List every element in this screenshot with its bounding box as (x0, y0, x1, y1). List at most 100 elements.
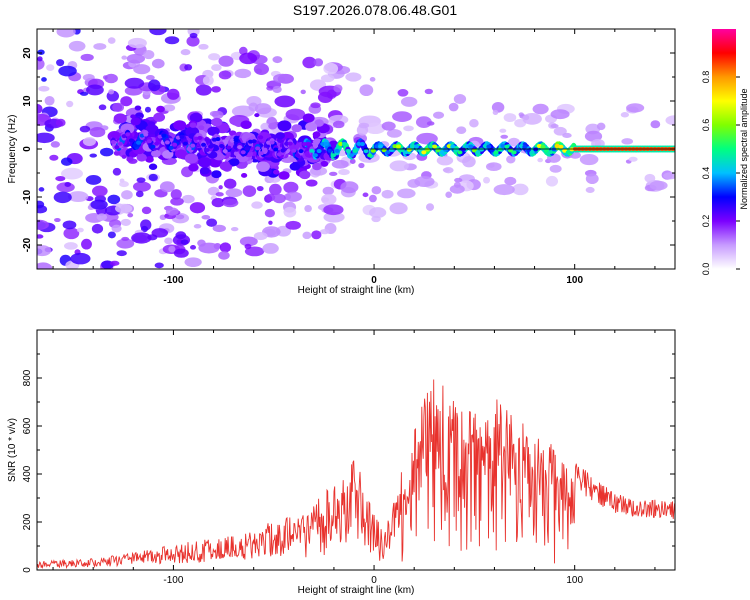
heatmap-cell (504, 144, 510, 149)
heatmap-cell (251, 201, 263, 209)
heatmap-cell (321, 193, 337, 206)
heatmap-cell (111, 132, 121, 140)
snr-x-axis-label: Height of straight line (km) (298, 585, 415, 596)
heatmap-cell (61, 167, 83, 180)
heatmap-cell (80, 53, 94, 62)
x-tick-label: 0 (371, 575, 377, 586)
heatmap-cell (493, 184, 515, 196)
heatmap-cell (38, 85, 50, 92)
heatmap-cell (320, 74, 335, 83)
heatmap-cell (283, 206, 297, 218)
heatmap-cell (141, 206, 152, 215)
heatmap-cell (457, 150, 463, 155)
heatmap-cell (56, 59, 65, 67)
heatmap-cell (112, 102, 125, 113)
heatmap-cell (287, 141, 293, 146)
heatmap-cell (522, 112, 542, 125)
heatmap-cell (540, 144, 546, 149)
heatmap-cell (424, 147, 430, 152)
heatmap-cell (110, 140, 116, 145)
heatmap-cell (596, 122, 606, 131)
heatmap-cell (233, 138, 239, 143)
heatmap-cell (58, 65, 77, 77)
y-tick-label: 200 (22, 513, 33, 530)
heatmap-cell (269, 183, 282, 196)
heatmap-cell (562, 132, 572, 139)
heatmap-cell (184, 153, 199, 164)
heatmap-cell (506, 155, 516, 164)
heatmap-cell (349, 158, 356, 164)
heatmap-cell (396, 144, 402, 149)
heatmap-cell (285, 191, 302, 202)
heatmap-cell (186, 35, 200, 47)
heatmap-cell (313, 58, 324, 67)
heatmap-cell (442, 167, 451, 173)
heatmap-cell (374, 144, 380, 149)
heatmap-cell (432, 144, 438, 149)
heatmap-cell (135, 190, 144, 198)
heatmap-cell (345, 72, 362, 82)
heatmap-cell (329, 171, 338, 176)
heatmap-cell (151, 149, 161, 158)
heatmap-cell (255, 146, 261, 151)
heatmap-cell (331, 153, 337, 158)
heatmap-cell (302, 56, 317, 69)
heatmap-cell (305, 141, 311, 146)
heatmap-cell (116, 238, 135, 249)
heatmap-cell (294, 153, 300, 158)
heatmap-cell (37, 132, 55, 144)
heatmap-cell (242, 185, 257, 197)
heatmap-cell (197, 135, 203, 140)
heatmap-cell (254, 103, 272, 115)
colorbar-gradient (712, 29, 736, 269)
heatmap-cell (112, 167, 122, 176)
spectrogram-y-axis-label: Frequency (Hz) (7, 115, 18, 184)
heatmap-cell (304, 204, 312, 213)
heatmap-cell (323, 141, 329, 146)
heatmap-cell (108, 89, 115, 95)
heatmap-cell (312, 162, 322, 171)
heatmap-cell (268, 122, 278, 130)
heatmap-cell (156, 105, 165, 113)
heatmap-cell (163, 104, 176, 112)
snr-series-line (37, 379, 675, 570)
heatmap-cell (424, 88, 434, 95)
heatmap-cell (500, 134, 509, 139)
heatmap-cell (352, 148, 358, 153)
colorbar-tick-label: 0.8 (701, 71, 711, 84)
heatmap-cell (462, 156, 476, 168)
heatmap-cell (312, 153, 318, 158)
heatmap-cell (433, 111, 445, 119)
heatmap-cell (148, 163, 158, 170)
heatmap-cell (234, 68, 252, 79)
heatmap-cell (475, 150, 481, 155)
heatmap-cell (362, 192, 369, 198)
heatmap-cell (370, 148, 376, 153)
heatmap-cell (239, 52, 258, 65)
heatmap-cell (127, 37, 147, 49)
heatmap-cell (269, 140, 275, 145)
heatmap-cell (93, 43, 107, 50)
heatmap-cell (439, 150, 445, 155)
heatmap-cell (197, 239, 206, 247)
heatmap-cell (79, 91, 89, 96)
heatmap-cell (253, 63, 269, 75)
heatmap-cell (305, 122, 318, 132)
heatmap-cell (272, 85, 282, 94)
heatmap-cell (322, 186, 334, 196)
heatmap-cell (291, 124, 302, 133)
colorbar-label: Normalized spectral amplitude (739, 88, 749, 209)
heatmap-cell (219, 143, 225, 148)
heatmap-cell (201, 142, 207, 147)
heatmap-cell (134, 105, 142, 111)
heatmap-cell (620, 112, 629, 118)
heatmap-cell (403, 125, 414, 132)
heatmap-cell (116, 250, 127, 257)
heatmap-cell (161, 133, 167, 138)
heatmap-cell (91, 185, 108, 197)
heatmap-cell (276, 152, 282, 157)
heatmap-cell (215, 137, 221, 142)
heatmap-cell (663, 172, 675, 180)
heatmap-cell (172, 142, 178, 147)
heatmap-cell (154, 141, 160, 146)
